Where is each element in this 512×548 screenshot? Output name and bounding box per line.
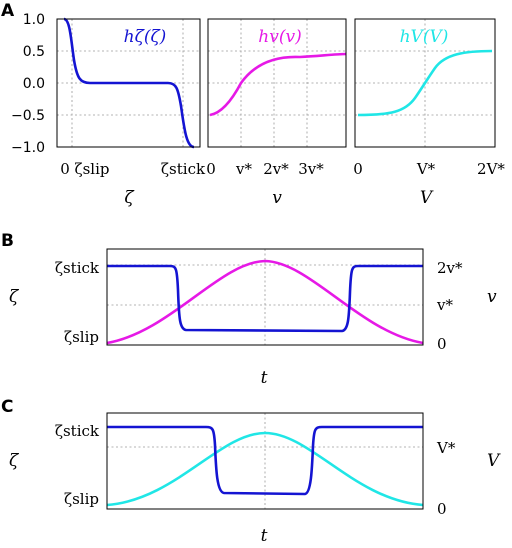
ytick-label-left: ζslip (64, 328, 99, 346)
curve-h-V (357, 49, 493, 117)
ytick-label: 0.0 (23, 76, 45, 92)
x-axis-label: V (420, 188, 434, 208)
ytick-label-left: ζstick (55, 259, 100, 277)
xtick-label: 2v* (263, 160, 289, 178)
xtick-label: 3v* (298, 160, 324, 178)
subplot-h-zeta: hζ(ζ) 0 ζslip ζstick ζ (56, 17, 206, 208)
axes-frame (56, 18, 201, 148)
y-axis-label-right: V (487, 451, 501, 471)
ytick-label-left: ζstick (55, 422, 100, 440)
curve-zeta (107, 264, 423, 333)
axes-frame (354, 18, 496, 148)
xtick-label: 0 (60, 160, 70, 178)
subplot-title: hv(v) (258, 27, 301, 47)
x-axis-label: t (261, 368, 268, 388)
panel-label-a: A (1, 1, 15, 21)
ytick-label: 0.5 (23, 44, 45, 60)
y-axis-label-left: ζ (9, 287, 20, 307)
curve-zeta (107, 425, 423, 496)
xtick-label: 0 (206, 160, 216, 178)
subplot-title: hζ(ζ) (124, 27, 167, 47)
subplot-h-v: hv(v) 0 v* 2v* 3v* v (206, 18, 347, 208)
xtick-label: 2V* (477, 160, 505, 178)
xtick-label: ζslip (74, 160, 109, 178)
x-axis-label: v (272, 188, 282, 208)
panel-c: ζstick ζslip V* 0 ζ V t (9, 412, 501, 546)
panel-label-b: B (1, 231, 14, 251)
xtick-label: V* (416, 160, 436, 178)
ytick-label-right: v* (436, 296, 453, 314)
xtick-label: v* (235, 160, 252, 178)
panel-b: ζstick ζslip 2v* v* 0 ζ v t (9, 248, 497, 388)
xtick-label: 0 (353, 160, 363, 178)
curve-V (106, 431, 424, 507)
ytick-label: −1.0 (11, 140, 45, 156)
axes-frame (106, 412, 424, 510)
subplot-title: hV(V) (400, 27, 449, 47)
x-axis-label: t (261, 526, 268, 546)
axes-frame (207, 18, 347, 148)
ytick-label: −0.5 (11, 108, 45, 124)
subplot-h-V: hV(V) 0 V* 2V* V (353, 18, 505, 208)
ytick-label-right: 0 (437, 335, 447, 353)
ytick-label: 1.0 (23, 12, 45, 28)
axes-frame (106, 248, 424, 346)
y-axis-label-left: ζ (9, 451, 20, 471)
panel-a-yticks: 1.0 0.5 0.0 −0.5 −1.0 (11, 12, 45, 156)
curve-v (106, 259, 424, 345)
curve-h-v (209, 52, 347, 117)
ytick-label-right: 0 (437, 500, 447, 518)
y-axis-label-right: v (487, 287, 497, 307)
x-axis-label: ζ (124, 188, 135, 208)
ytick-label-right: V* (436, 439, 456, 457)
ytick-label-left: ζslip (64, 490, 99, 508)
ytick-label-right: 2v* (437, 259, 463, 277)
panel-label-c: C (1, 397, 13, 417)
xtick-label: ζstick (161, 160, 206, 178)
curve-h-zeta (63, 17, 195, 149)
